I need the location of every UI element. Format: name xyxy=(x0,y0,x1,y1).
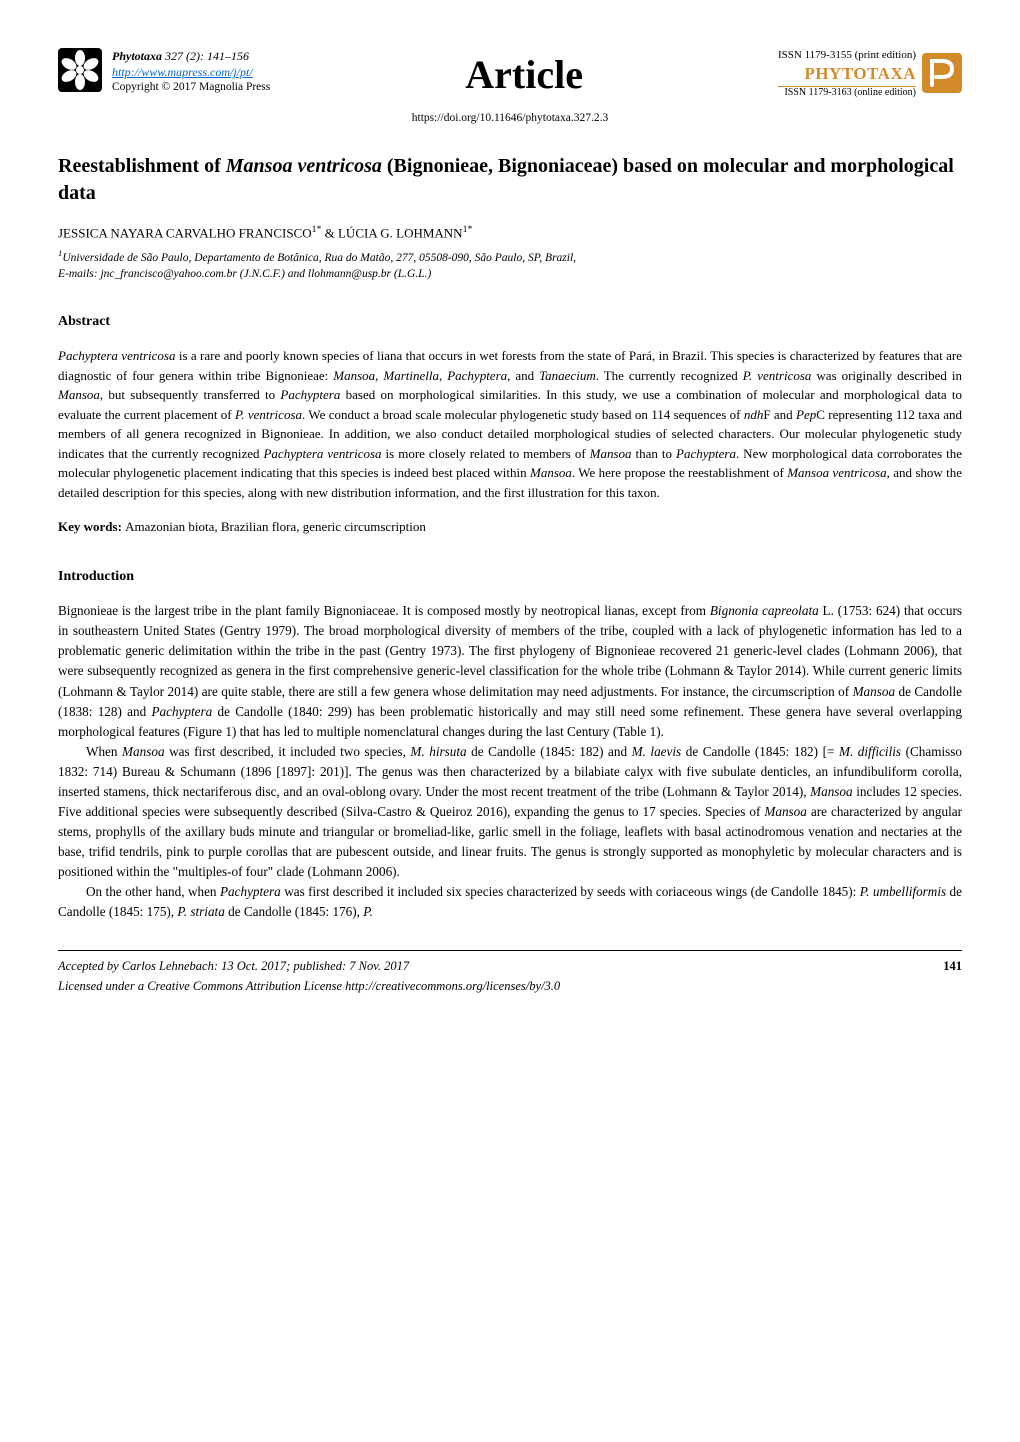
abs-i14: Pachyptera xyxy=(676,446,736,461)
affiliation: 1Universidade de São Paulo, Departamento… xyxy=(58,247,962,282)
title-prefix: Reestablishment of xyxy=(58,155,226,177)
phytotaxa-p-logo-icon xyxy=(922,53,962,93)
abs-t5: . The currently recognized xyxy=(596,368,743,383)
author-amp: & LÚCIA G. LOHMANN xyxy=(321,225,462,240)
article-type-label: Article xyxy=(270,46,778,104)
phytotaxa-brand: PHYTOTAXA xyxy=(778,63,916,86)
abs-t15: . We here propose the reestablishment of xyxy=(572,465,787,480)
issn-online: ISSN 1179-3163 (online edition) xyxy=(778,86,916,98)
abs-i13: Mansoa xyxy=(590,446,632,461)
author-2-sup: 1* xyxy=(463,224,473,235)
header-left: Phytotaxa 327 (2): 141–156 http://www.ma… xyxy=(58,48,270,96)
journal-header: Phytotaxa 327 (2): 141–156 http://www.ma… xyxy=(58,48,962,104)
keywords-line: Key words: Amazonian biota, Brazilian fl… xyxy=(58,518,962,537)
abs-i6: P. ventricosa xyxy=(743,368,812,383)
abstract-heading: Abstract xyxy=(58,312,962,332)
flower-logo-icon xyxy=(58,48,102,92)
footer-line-1: Accepted by Carlos Lehnebach: 13 Oct. 20… xyxy=(58,957,962,975)
abs-t7: , but subsequently transferred to xyxy=(100,387,281,402)
abs-i7: Mansoa xyxy=(58,387,100,402)
introduction-heading: Introduction xyxy=(58,567,962,587)
journal-name: Phytotaxa xyxy=(112,49,162,63)
abs-i2: Mansoa xyxy=(333,368,375,383)
abs-i3: Martinella xyxy=(383,368,439,383)
abs-i9: P. ventricosa xyxy=(235,407,302,422)
keywords-label: Key words: xyxy=(58,519,125,534)
abs-t10: F and xyxy=(763,407,796,422)
journal-citation: Phytotaxa 327 (2): 141–156 xyxy=(112,48,270,64)
abs-i8: Pachyptera xyxy=(280,387,340,402)
abs-i11: Pep xyxy=(796,407,816,422)
copyright-line: Copyright © 2017 Magnolia Press xyxy=(112,80,270,96)
abs-t4: , and xyxy=(507,368,539,383)
abs-t13: than to xyxy=(632,446,676,461)
abs-i10: ndh xyxy=(744,407,764,422)
issn-print: ISSN 1179-3155 (print edition) xyxy=(778,48,916,63)
abs-i15: Mansoa xyxy=(530,465,572,480)
issn-box: ISSN 1179-3155 (print edition) PHYTOTAXA… xyxy=(778,48,916,98)
keywords-text: Amazonian biota, Brazilian flora, generi… xyxy=(125,519,426,534)
footer-license: Licensed under a Creative Commons Attrib… xyxy=(58,977,962,995)
intro-paragraph-3: On the other hand, when Pachyptera was f… xyxy=(58,882,962,922)
page-number: 141 xyxy=(943,957,962,975)
affil-line1: Universidade de São Paulo, Departamento … xyxy=(62,252,576,264)
abs-t12: is more closely related to members of xyxy=(382,446,590,461)
abstract-text: Pachyptera ventricosa is a rare and poor… xyxy=(58,346,962,502)
abs-i1: Pachyptera ventricosa xyxy=(58,348,175,363)
footer-rule xyxy=(58,950,962,951)
authors-line: JESSICA NAYARA CARVALHO FRANCISCO1* & LÚ… xyxy=(58,223,962,243)
author-1-sup: 1* xyxy=(312,224,322,235)
affil-line2: E-mails: jnc_francisco@yahoo.com.br (J.N… xyxy=(58,268,431,280)
abs-i5: Tanaecium xyxy=(539,368,596,383)
intro-paragraph-1: Bignonieae is the largest tribe in the p… xyxy=(58,601,962,741)
header-right: ISSN 1179-3155 (print edition) PHYTOTAXA… xyxy=(778,48,962,98)
abs-i12: Pachyptera ventricosa xyxy=(263,446,381,461)
abs-i4: Pachyptera xyxy=(447,368,507,383)
journal-url-link[interactable]: http://www.mapress.com/j/pt/ xyxy=(112,65,253,79)
abs-t6: was originally described in xyxy=(811,368,962,383)
abs-i16: Mansoa ventricosa xyxy=(787,465,886,480)
abs-t3: , xyxy=(439,368,447,383)
journal-info: Phytotaxa 327 (2): 141–156 http://www.ma… xyxy=(112,48,270,96)
author-1: JESSICA NAYARA CARVALHO FRANCISCO xyxy=(58,225,312,240)
doi-line: https://doi.org/10.11646/phytotaxa.327.2… xyxy=(58,110,962,127)
intro-paragraph-2: When Mansoa was first described, it incl… xyxy=(58,742,962,882)
title-species: Mansoa ventricosa xyxy=(226,155,382,177)
article-title: Reestablishment of Mansoa ventricosa (Bi… xyxy=(58,153,962,207)
abs-t9: . We conduct a broad scale molecular phy… xyxy=(302,407,744,422)
volume-issue-pages: 327 (2): 141–156 xyxy=(165,49,249,63)
accepted-published: Accepted by Carlos Lehnebach: 13 Oct. 20… xyxy=(58,957,409,975)
